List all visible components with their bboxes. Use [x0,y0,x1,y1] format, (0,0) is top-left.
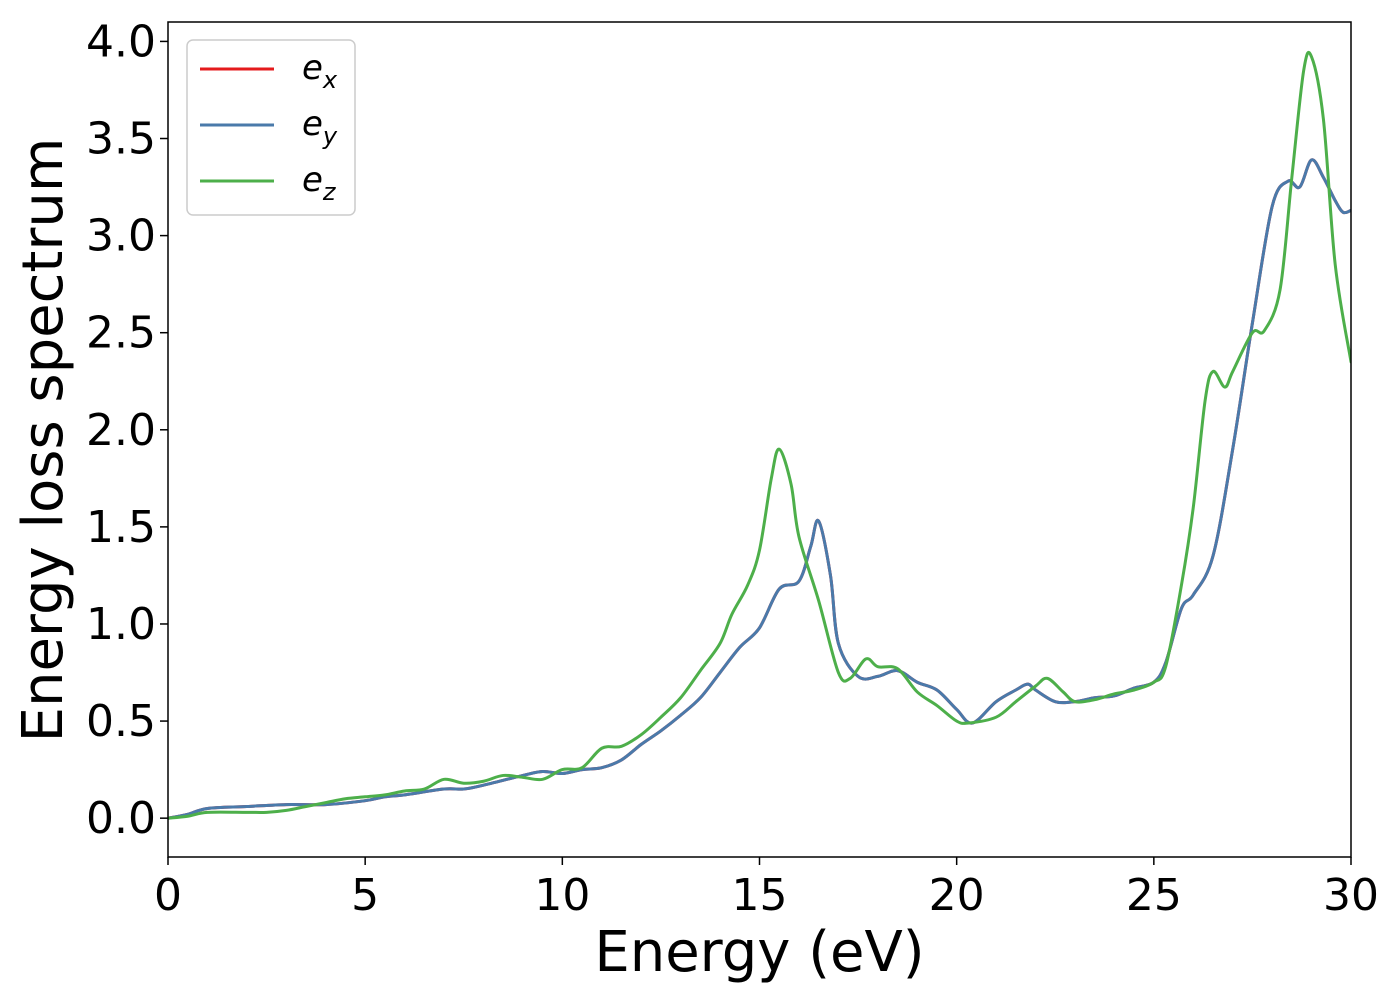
x-tick-label: 30 [1323,870,1379,921]
y-tick-label: 0.5 [86,696,156,747]
y-tick-label: 3.5 [86,114,156,165]
legend-label-ex: ex [302,48,338,94]
series-layer [168,50,1351,820]
y-tick-label: 2.5 [86,308,156,359]
x-tick-label: 25 [1126,870,1182,921]
y-tick-label: 1.0 [86,599,156,650]
legend-label-ez: ez [302,160,337,206]
plot-frame [167,21,1352,858]
plot-background [168,22,1351,857]
x-tick-label: 0 [154,870,182,921]
x-tick-label: 20 [929,870,985,921]
legend: ex ey ez [186,39,356,216]
ticks-layer: 0 5 10 15 20 25 30 0.0 0.5 1.0 1.5 2.0 2.5 3.0 3.5 4.0 [86,16,1379,921]
y-tick-label: 0.0 [86,793,156,844]
x-tick-label: 15 [732,870,788,921]
y-tick-label: 2.0 [86,405,156,456]
legend-label-ey: ey [302,104,338,150]
legend-items: ex ey ez [200,48,338,206]
x-tick-label: 10 [534,870,590,921]
y-axis-label: Energy loss spectrum [11,138,76,743]
y-tick-label: 4.0 [86,16,156,67]
x-tick-label: 5 [351,870,379,921]
legend-box [186,39,356,216]
y-tick-label: 1.5 [86,502,156,553]
y-tick-label: 3.0 [86,211,156,262]
x-axis-label: Energy (eV) [594,920,924,985]
series-line-ez [168,50,1351,820]
series-line-ey [168,158,1351,820]
